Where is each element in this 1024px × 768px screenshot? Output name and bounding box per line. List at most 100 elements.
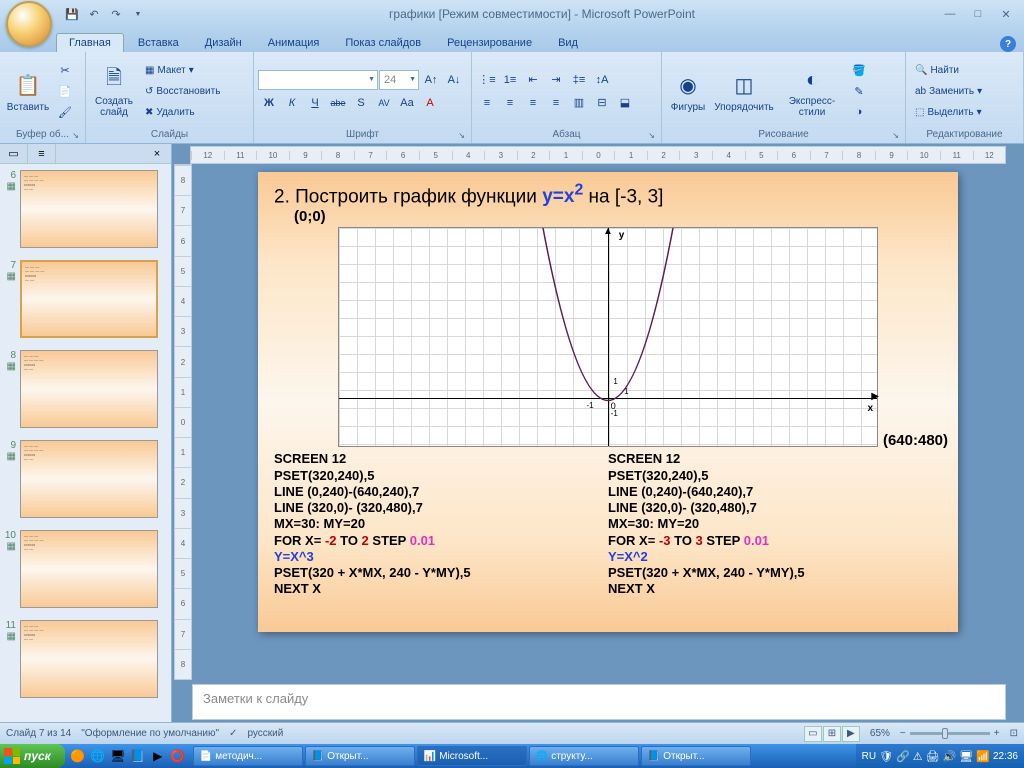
font-size-combo[interactable]: 24▼ — [379, 70, 419, 90]
align-text-button[interactable]: ⊟ — [591, 93, 613, 113]
close-panel-icon[interactable]: × — [143, 144, 171, 163]
font-launcher-icon[interactable]: ↘ — [458, 131, 465, 140]
paste-button[interactable]: 📋Вставить — [4, 58, 52, 124]
delete-button[interactable]: ✖ Удалить — [140, 102, 225, 122]
ql-icon[interactable]: ▶ — [149, 747, 167, 765]
ql-icon[interactable]: 📘 — [129, 747, 147, 765]
line-spacing-button[interactable]: ‡≡ — [568, 70, 590, 90]
columns-button[interactable]: ▥ — [568, 93, 590, 113]
office-button[interactable] — [6, 1, 52, 47]
start-button[interactable]: пуск — [0, 744, 65, 768]
taskbar-button[interactable]: 📘Открыт... — [305, 746, 415, 766]
zoom-slider[interactable] — [910, 732, 990, 735]
align-right-button[interactable]: ≡ — [522, 93, 544, 113]
tab-view[interactable]: Вид — [546, 34, 590, 52]
tray-icon[interactable]: 📶 — [976, 750, 990, 763]
bold-button[interactable]: Ж — [258, 93, 280, 113]
slide-canvas[interactable]: 2. Построить график функции y=x2 на [-3,… — [258, 172, 958, 632]
ql-chrome-icon[interactable]: ⭕ — [169, 747, 187, 765]
reset-button[interactable]: ↺ Восстановить — [140, 81, 225, 101]
taskbar-button[interactable]: 🌐структу... — [529, 746, 639, 766]
align-center-button[interactable]: ≡ — [499, 93, 521, 113]
slideshow-view-button[interactable]: ▶ — [842, 726, 860, 742]
slide-thumbnail[interactable]: 8▦— — —— — — —▭▭▭— — — [0, 344, 171, 434]
cut-button[interactable]: ✂ — [54, 60, 76, 80]
redo-icon[interactable]: ↷ — [108, 6, 124, 22]
tab-home[interactable]: Главная — [56, 33, 124, 52]
normal-view-button[interactable]: ▭ — [804, 726, 822, 742]
case-button[interactable]: Aa — [396, 93, 418, 113]
smartart-button[interactable]: ⬓ — [614, 93, 636, 113]
save-icon[interactable]: 💾 — [64, 6, 80, 22]
font-color-button[interactable]: A — [419, 93, 441, 113]
grow-font-button[interactable]: A↑ — [420, 70, 442, 90]
italic-button[interactable]: К — [281, 93, 303, 113]
copy-button[interactable]: 📄 — [54, 81, 76, 101]
justify-button[interactable]: ≡ — [545, 93, 567, 113]
slide-thumbnail[interactable]: 6▦— — —— — — —▭▭▭— — — [0, 164, 171, 254]
shape-outline-button[interactable]: ✎ — [848, 81, 870, 101]
new-slide-button[interactable]: 🗎Создать слайд — [90, 58, 138, 124]
tray-icon[interactable]: 🔗 — [896, 750, 910, 763]
tab-review[interactable]: Рецензирование — [435, 34, 544, 52]
format-painter-button[interactable]: 🖌 — [54, 102, 76, 122]
strike-button[interactable]: abe — [327, 93, 349, 113]
help-icon[interactable]: ? — [1000, 36, 1016, 52]
tab-slideshow[interactable]: Показ слайдов — [333, 34, 433, 52]
sorter-view-button[interactable]: ⊞ — [823, 726, 841, 742]
replace-button[interactable]: ab Заменить ▾ — [910, 81, 987, 101]
ql-icon[interactable]: 🟠 — [69, 747, 87, 765]
fit-button[interactable]: ⊡ — [1010, 728, 1018, 739]
bullets-button[interactable]: ⋮≡ — [476, 70, 498, 90]
clock[interactable]: 22:36 — [993, 751, 1018, 762]
shadow-button[interactable]: S — [350, 93, 372, 113]
qat-dropdown-icon[interactable]: ▼ — [130, 6, 146, 22]
slide-thumbnail[interactable]: 9▦— — —— — — —▭▭▭— — — [0, 434, 171, 524]
shape-fill-button[interactable]: 🪣 — [848, 60, 870, 80]
drawing-launcher-icon[interactable]: ↘ — [892, 131, 899, 140]
paragraph-launcher-icon[interactable]: ↘ — [648, 131, 655, 140]
zoom-out-button[interactable]: − — [900, 728, 906, 739]
shapes-button[interactable]: ◉Фигуры — [666, 58, 710, 124]
ql-ie-icon[interactable]: 🌐 — [89, 747, 107, 765]
tray-icon[interactable]: 🖥 — [959, 750, 973, 763]
tray-icon[interactable]: ⚠ — [913, 750, 923, 763]
tray-icon[interactable]: 🔊 — [943, 750, 957, 763]
numbering-button[interactable]: 1≡ — [499, 70, 521, 90]
lang-indicator[interactable]: RU — [862, 751, 876, 762]
spacing-button[interactable]: AV — [373, 93, 395, 113]
indent-dec-button[interactable]: ⇤ — [522, 70, 544, 90]
outline-tab-icon[interactable]: ≡ — [28, 144, 56, 163]
undo-icon[interactable]: ↶ — [86, 6, 102, 22]
font-name-combo[interactable]: ▼ — [258, 70, 378, 90]
restore-button[interactable]: □ — [966, 6, 990, 22]
tab-design[interactable]: Дизайн — [193, 34, 254, 52]
clipboard-launcher-icon[interactable]: ↘ — [72, 131, 79, 140]
arrange-button[interactable]: ◫Упорядочить — [712, 58, 776, 124]
taskbar-button[interactable]: 📊Microsoft... — [417, 746, 527, 766]
slide-thumbnail[interactable]: 7▦— — —— — — —▭▭▭— — — [0, 254, 171, 344]
slide-thumbnail[interactable]: 11▦— — —— — — —▭▭▭— — — [0, 614, 171, 704]
indent-inc-button[interactable]: ⇥ — [545, 70, 567, 90]
notes-pane[interactable]: Заметки к слайду — [192, 684, 1006, 720]
find-button[interactable]: 🔍 Найти — [910, 60, 987, 80]
taskbar-button[interactable]: 📄методич... — [193, 746, 303, 766]
shrink-font-button[interactable]: A↓ — [443, 70, 465, 90]
zoom-in-button[interactable]: + — [994, 728, 1000, 739]
close-button[interactable]: ✕ — [994, 6, 1018, 22]
minimize-button[interactable]: — — [938, 6, 962, 22]
slide-thumbnail[interactable]: 10▦— — —— — — —▭▭▭— — — [0, 524, 171, 614]
tray-icon[interactable]: 🛡 — [879, 750, 893, 763]
tab-insert[interactable]: Вставка — [126, 34, 191, 52]
layout-button[interactable]: ▦ Макет ▾ — [140, 60, 225, 80]
shape-effects-button[interactable]: ◑ — [848, 102, 870, 122]
text-direction-button[interactable]: ↕A — [591, 70, 613, 90]
select-button[interactable]: ⬚ Выделить ▾ — [910, 102, 987, 122]
language-indicator[interactable]: русский — [247, 728, 283, 739]
align-left-button[interactable]: ≡ — [476, 93, 498, 113]
ql-desktop-icon[interactable]: 🖥 — [109, 747, 127, 765]
tab-animation[interactable]: Анимация — [256, 34, 332, 52]
quick-styles-button[interactable]: ◐Экспресс-стили — [778, 58, 846, 124]
zoom-level[interactable]: 65% — [870, 728, 890, 739]
underline-button[interactable]: Ч — [304, 93, 326, 113]
